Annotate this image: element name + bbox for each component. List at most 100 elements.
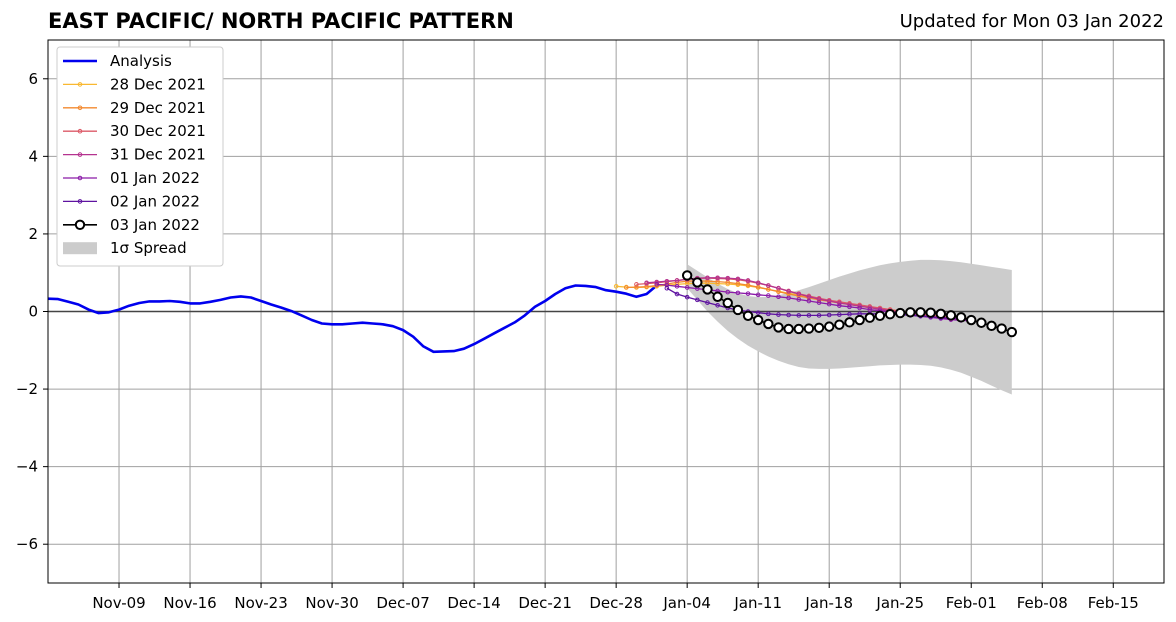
updated-date: Updated for Mon 03 Jan 2022 [899,11,1164,32]
forecast-marker-current [793,323,804,335]
forecast-marker [745,291,751,296]
forecast-marker [867,307,873,312]
legend-item: 30 Dec 2021 [63,122,206,140]
forecast-marker [735,276,741,282]
forecast-marker-current [813,322,825,333]
forecast-marker [857,305,862,311]
forecast-marker [725,275,731,281]
series-layer [47,270,1018,354]
legend-item: 01 Jan 2022 [63,169,200,187]
y-tick-label: 6 [28,70,38,88]
forecast-marker [735,290,741,296]
forecast-marker-current [915,307,926,318]
forecast-marker [806,298,812,304]
forecast-marker [796,291,802,297]
forecast-marker [695,297,700,303]
x-tick-label: Jan-11 [733,594,782,612]
forecast-marker [705,300,710,305]
forecast-marker [755,280,761,286]
forecast-marker-current [763,318,774,330]
forecast-marker-current [732,304,744,316]
forecast-marker [755,292,761,298]
x-tick-label: Jan-25 [875,594,924,612]
forecast-marker-current [783,323,794,335]
legend-marker [77,82,83,87]
forecast-marker [786,295,791,301]
forecast-marker [684,294,690,300]
forecast-marker-current [712,291,723,302]
forecast-marker [674,283,680,289]
forecast-marker-current [945,310,957,321]
x-tick-label: Dec-14 [447,594,501,612]
forecast-marker [725,289,731,295]
legend-swatch [63,242,97,255]
forecast-marker-current [834,319,845,330]
x-tick-label: Dec-28 [589,594,643,612]
forecast-marker-current [1006,326,1018,338]
y-tick-label: −4 [16,458,38,476]
legend-marker [77,152,83,157]
forecast-marker [786,289,791,294]
legend-marker [77,175,83,181]
forecast-marker-current [976,317,987,328]
forecast-marker [715,302,720,308]
forecast-marker [796,313,802,318]
forecast-marker-current [742,310,754,321]
forecast-marker-current [681,270,693,281]
legend-item: 03 Jan 2022 [63,216,200,234]
legend-label: 30 Dec 2021 [110,122,206,140]
forecast-series [681,270,1018,338]
forecast-marker-current [905,307,916,318]
x-tick-label: Jan-04 [662,594,711,612]
analysis-line [47,284,658,354]
forecast-marker [847,304,852,310]
y-tick-label: 4 [28,147,38,165]
x-tick-label: Nov-23 [234,594,287,612]
forecast-marker [684,285,690,290]
forecast-marker [654,282,660,287]
x-axis: Nov-09 Nov-16 Nov-23 Nov-30 Dec-07 Dec-14 Dec-… [92,583,1139,612]
forecast-marker-current [702,284,713,295]
legend-label: 29 Dec 2021 [110,99,206,117]
forecast-marker-current [854,314,865,326]
forecast-marker [816,313,822,318]
forecast-marker [634,282,639,287]
forecast-marker-current [844,317,855,328]
legend-label: Analysis [110,52,172,70]
forecast-marker-current [966,314,977,326]
forecast-marker [806,294,812,300]
forecast-marker-current [864,312,875,323]
x-tick-label: Feb-08 [1017,594,1068,612]
y-tick-label: 0 [28,303,38,321]
forecast-marker [623,285,629,290]
x-tick-label: Nov-09 [92,594,145,612]
forecast-marker [664,285,670,291]
forecast-marker-current [895,307,906,319]
forecast-marker [766,311,771,317]
legend-box [56,46,224,267]
legend-label: 03 Jan 2022 [110,216,200,234]
legend-marker [77,105,83,111]
legend-item: 02 Jan 2022 [63,192,200,210]
x-tick-label: Nov-16 [163,594,216,612]
legend-label: 1σ Spread [110,239,187,257]
y-tick-label: −6 [16,535,38,553]
forecast-marker [786,312,791,318]
forecast-marker [837,300,842,306]
forecast-marker-current [874,310,886,321]
forecast-marker [766,283,771,288]
forecast-marker-current [803,323,815,334]
forecast-marker [847,311,852,317]
forecast-marker [826,312,832,318]
forecast-marker [634,284,639,290]
forecast-marker [745,278,751,283]
legend-marker [74,219,86,231]
forecast-marker [796,297,802,302]
forecast-marker [755,310,761,315]
forecast-marker [613,283,619,289]
forecast-marker-current [935,308,946,320]
forecast-marker [826,301,832,307]
forecast-marker [776,312,781,317]
forecast-marker-current [824,321,835,332]
